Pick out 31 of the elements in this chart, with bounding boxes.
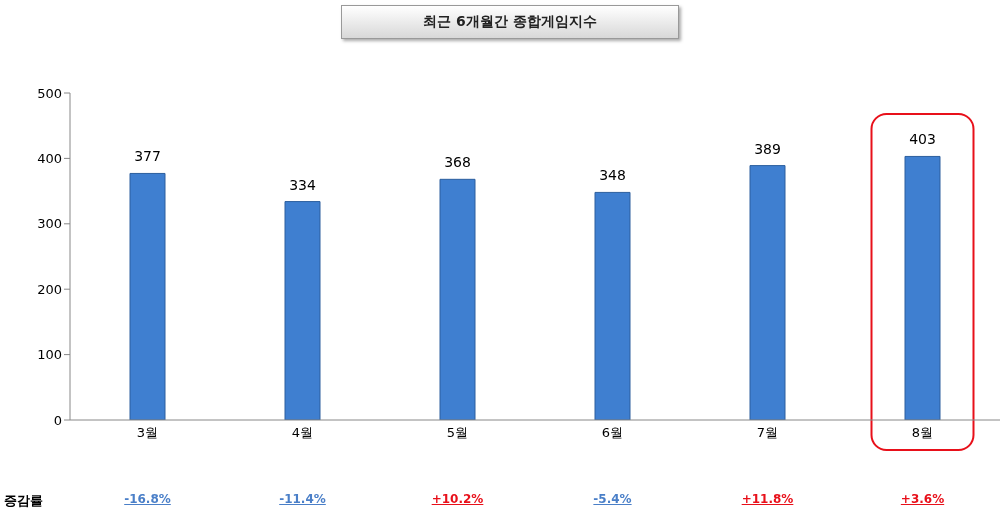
x-tick-label: 7월 — [756, 425, 779, 441]
bar — [594, 191, 631, 420]
y-tick-label: 200 — [37, 281, 62, 297]
text: -16.8% — [123, 492, 172, 506]
text: +10.2% — [430, 492, 485, 506]
data-label: 348 — [599, 167, 626, 184]
chart-title: 최근 6개월간 종합게임지수 — [341, 5, 679, 39]
text: +11.8% — [740, 492, 795, 506]
data-label: 334 — [289, 176, 316, 193]
data-label: 403 — [909, 131, 936, 148]
text: +3.6% — [899, 492, 946, 506]
data-label: 389 — [754, 140, 781, 157]
x-tick-label: 5월 — [446, 425, 469, 441]
bar — [439, 178, 476, 420]
bar — [129, 172, 166, 420]
text: -5.4% — [592, 492, 633, 506]
y-tick-label: 400 — [37, 151, 62, 167]
y-tick-label: 100 — [37, 347, 62, 363]
bar — [749, 165, 786, 420]
y-tick-label: 500 — [37, 85, 62, 101]
x-tick-label: 4월 — [291, 425, 314, 441]
data-label: 377 — [134, 148, 161, 165]
data-label: 368 — [444, 154, 471, 171]
y-tick-label: 0 — [53, 412, 62, 428]
x-tick-label: 8월 — [911, 425, 934, 441]
text: 증감률 — [4, 492, 43, 510]
bar — [284, 201, 321, 420]
x-tick-label: 3월 — [136, 425, 159, 441]
x-tick-label: 6월 — [601, 425, 624, 441]
text: -11.4% — [278, 492, 327, 506]
y-tick-label: 300 — [37, 216, 62, 232]
